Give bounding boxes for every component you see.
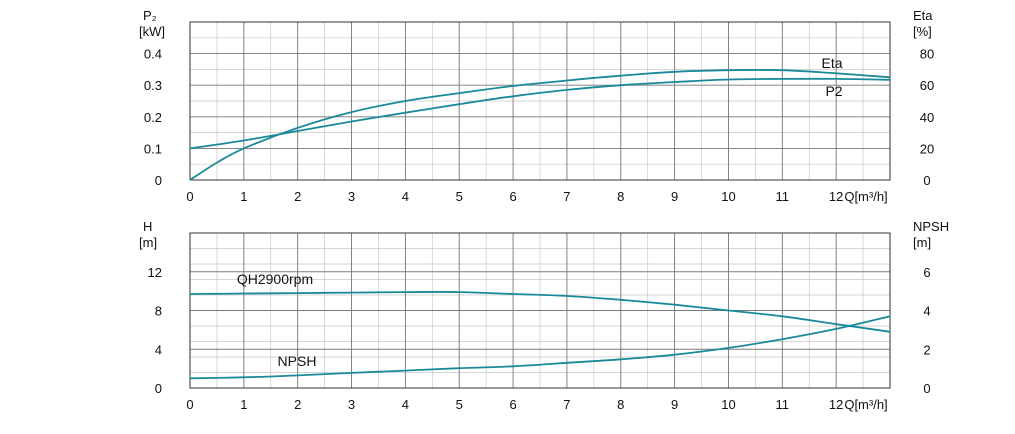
series-label-p2: P2 <box>825 83 842 99</box>
x-tick-label: 12 <box>829 397 843 412</box>
y-left-tick-label: 12 <box>148 265 162 280</box>
y-right-axis-unit: [m] <box>913 235 931 250</box>
series-line-eta <box>189 69 891 181</box>
series-label-npsh: NPSH <box>278 353 317 369</box>
series-label-qh2900rpm: QH2900rpm <box>237 271 313 287</box>
x-tick-label: 2 <box>294 397 301 412</box>
y-left-axis-title: P₂ <box>143 8 157 23</box>
x-tick-label: 10 <box>721 397 735 412</box>
y-right-tick-label: 0 <box>923 381 930 396</box>
series-line-npsh <box>189 315 891 380</box>
series-label-eta: Eta <box>821 55 842 71</box>
y-right-tick-label: 0 <box>923 173 930 188</box>
x-axis-label: Q[m³/h] <box>844 397 887 412</box>
plot-frame <box>189 21 891 181</box>
x-tick-label: 7 <box>563 397 570 412</box>
x-tick-label: 1 <box>240 189 247 204</box>
x-tick-label: 9 <box>671 397 678 412</box>
x-tick-label: 8 <box>617 189 624 204</box>
chart-panel-1: 0 1 2 3 4 5 6 7 8 9 10 11 12 Q[m³/h]00.10.20.30.4P₂[k… <box>139 8 934 204</box>
y-left-axis-unit: [m] <box>139 235 157 250</box>
y-right-tick-label: 6 <box>923 265 930 280</box>
x-tick-label: 8 <box>617 397 624 412</box>
x-tick-label: 4 <box>402 189 409 204</box>
y-right-tick-label: 20 <box>920 141 934 156</box>
y-left-tick-label: 0.1 <box>144 141 162 156</box>
series-line-p2 <box>189 77 891 150</box>
chart-panel-2: 0 1 2 3 4 5 6 7 8 9 10 11 12 Q[m³/h]04812H[m]0246NPSH… <box>139 219 949 412</box>
x-tick-label: 5 <box>456 189 463 204</box>
y-left-axis-unit: [kW] <box>139 24 165 39</box>
y-left-tick-label: 0.4 <box>144 47 162 62</box>
x-tick-label: 12 <box>829 189 843 204</box>
x-tick-label: 11 <box>776 397 790 412</box>
x-tick-label: 3 <box>348 397 355 412</box>
series-line-qh2900rpm <box>189 291 891 333</box>
y-right-tick-label: 80 <box>920 47 934 62</box>
y-left-tick-label: 0.2 <box>144 110 162 125</box>
x-tick-label: 11 <box>776 189 790 204</box>
y-left-tick-label: 8 <box>155 304 162 319</box>
y-right-tick-label: 2 <box>923 342 930 357</box>
plot-frame <box>189 232 891 389</box>
x-tick-label: 10 <box>721 189 735 204</box>
x-tick-label: 1 <box>240 397 247 412</box>
x-tick-label: 9 <box>671 189 678 204</box>
x-tick-label: 3 <box>348 189 355 204</box>
x-tick-label: 0 <box>186 397 193 412</box>
y-right-axis-title: NPSH <box>913 219 949 234</box>
y-right-axis-title: Eta <box>913 8 933 23</box>
y-right-tick-label: 40 <box>920 110 934 125</box>
y-left-tick-label: 0.3 <box>144 78 162 93</box>
x-tick-label: 6 <box>509 397 516 412</box>
y-left-axis-title: H <box>143 219 152 234</box>
x-tick-label: 0 <box>186 189 193 204</box>
y-right-axis-unit: [%] <box>913 24 932 39</box>
x-tick-label: 5 <box>456 397 463 412</box>
x-tick-label: 7 <box>563 189 570 204</box>
y-left-tick-label: 0 <box>155 381 162 396</box>
y-left-tick-label: 4 <box>155 342 162 357</box>
y-right-tick-label: 60 <box>920 78 934 93</box>
y-left-tick-label: 0 <box>155 173 162 188</box>
y-right-tick-label: 4 <box>923 304 930 319</box>
x-axis-label: Q[m³/h] <box>844 189 887 204</box>
x-tick-label: 4 <box>402 397 409 412</box>
x-tick-label: 2 <box>294 189 301 204</box>
x-tick-label: 6 <box>509 189 516 204</box>
